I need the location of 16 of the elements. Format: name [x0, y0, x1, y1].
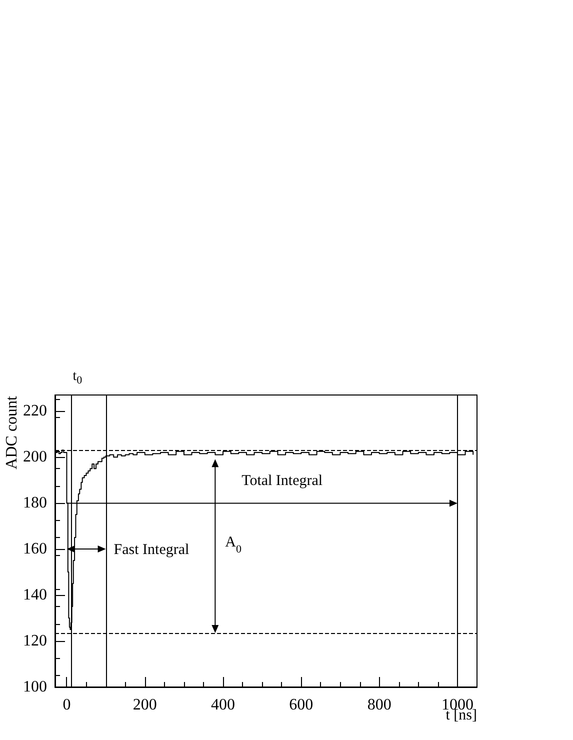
- x-tick-label: 0: [62, 696, 71, 714]
- x-tick-label: 800: [367, 696, 392, 714]
- annotation: A$_{0}$: [225, 534, 242, 556]
- y-tick-label: 220: [23, 402, 47, 420]
- x-tick-label: 400: [211, 696, 236, 714]
- x-tick-label: 200: [132, 696, 157, 714]
- y-tick-label: 160: [23, 540, 47, 558]
- y-tick-label: 140: [23, 586, 47, 604]
- annotation: Total Integral: [242, 473, 323, 490]
- y-tick-label: 120: [23, 632, 47, 650]
- y-axis-title: ADC count: [4, 395, 20, 470]
- y-tick-label: 180: [23, 494, 47, 512]
- x-tick-label: 600: [289, 696, 314, 714]
- y-tick-label: 200: [23, 448, 47, 466]
- y-tick-label: 100: [23, 678, 47, 696]
- annotation: Fast Integral: [114, 542, 190, 558]
